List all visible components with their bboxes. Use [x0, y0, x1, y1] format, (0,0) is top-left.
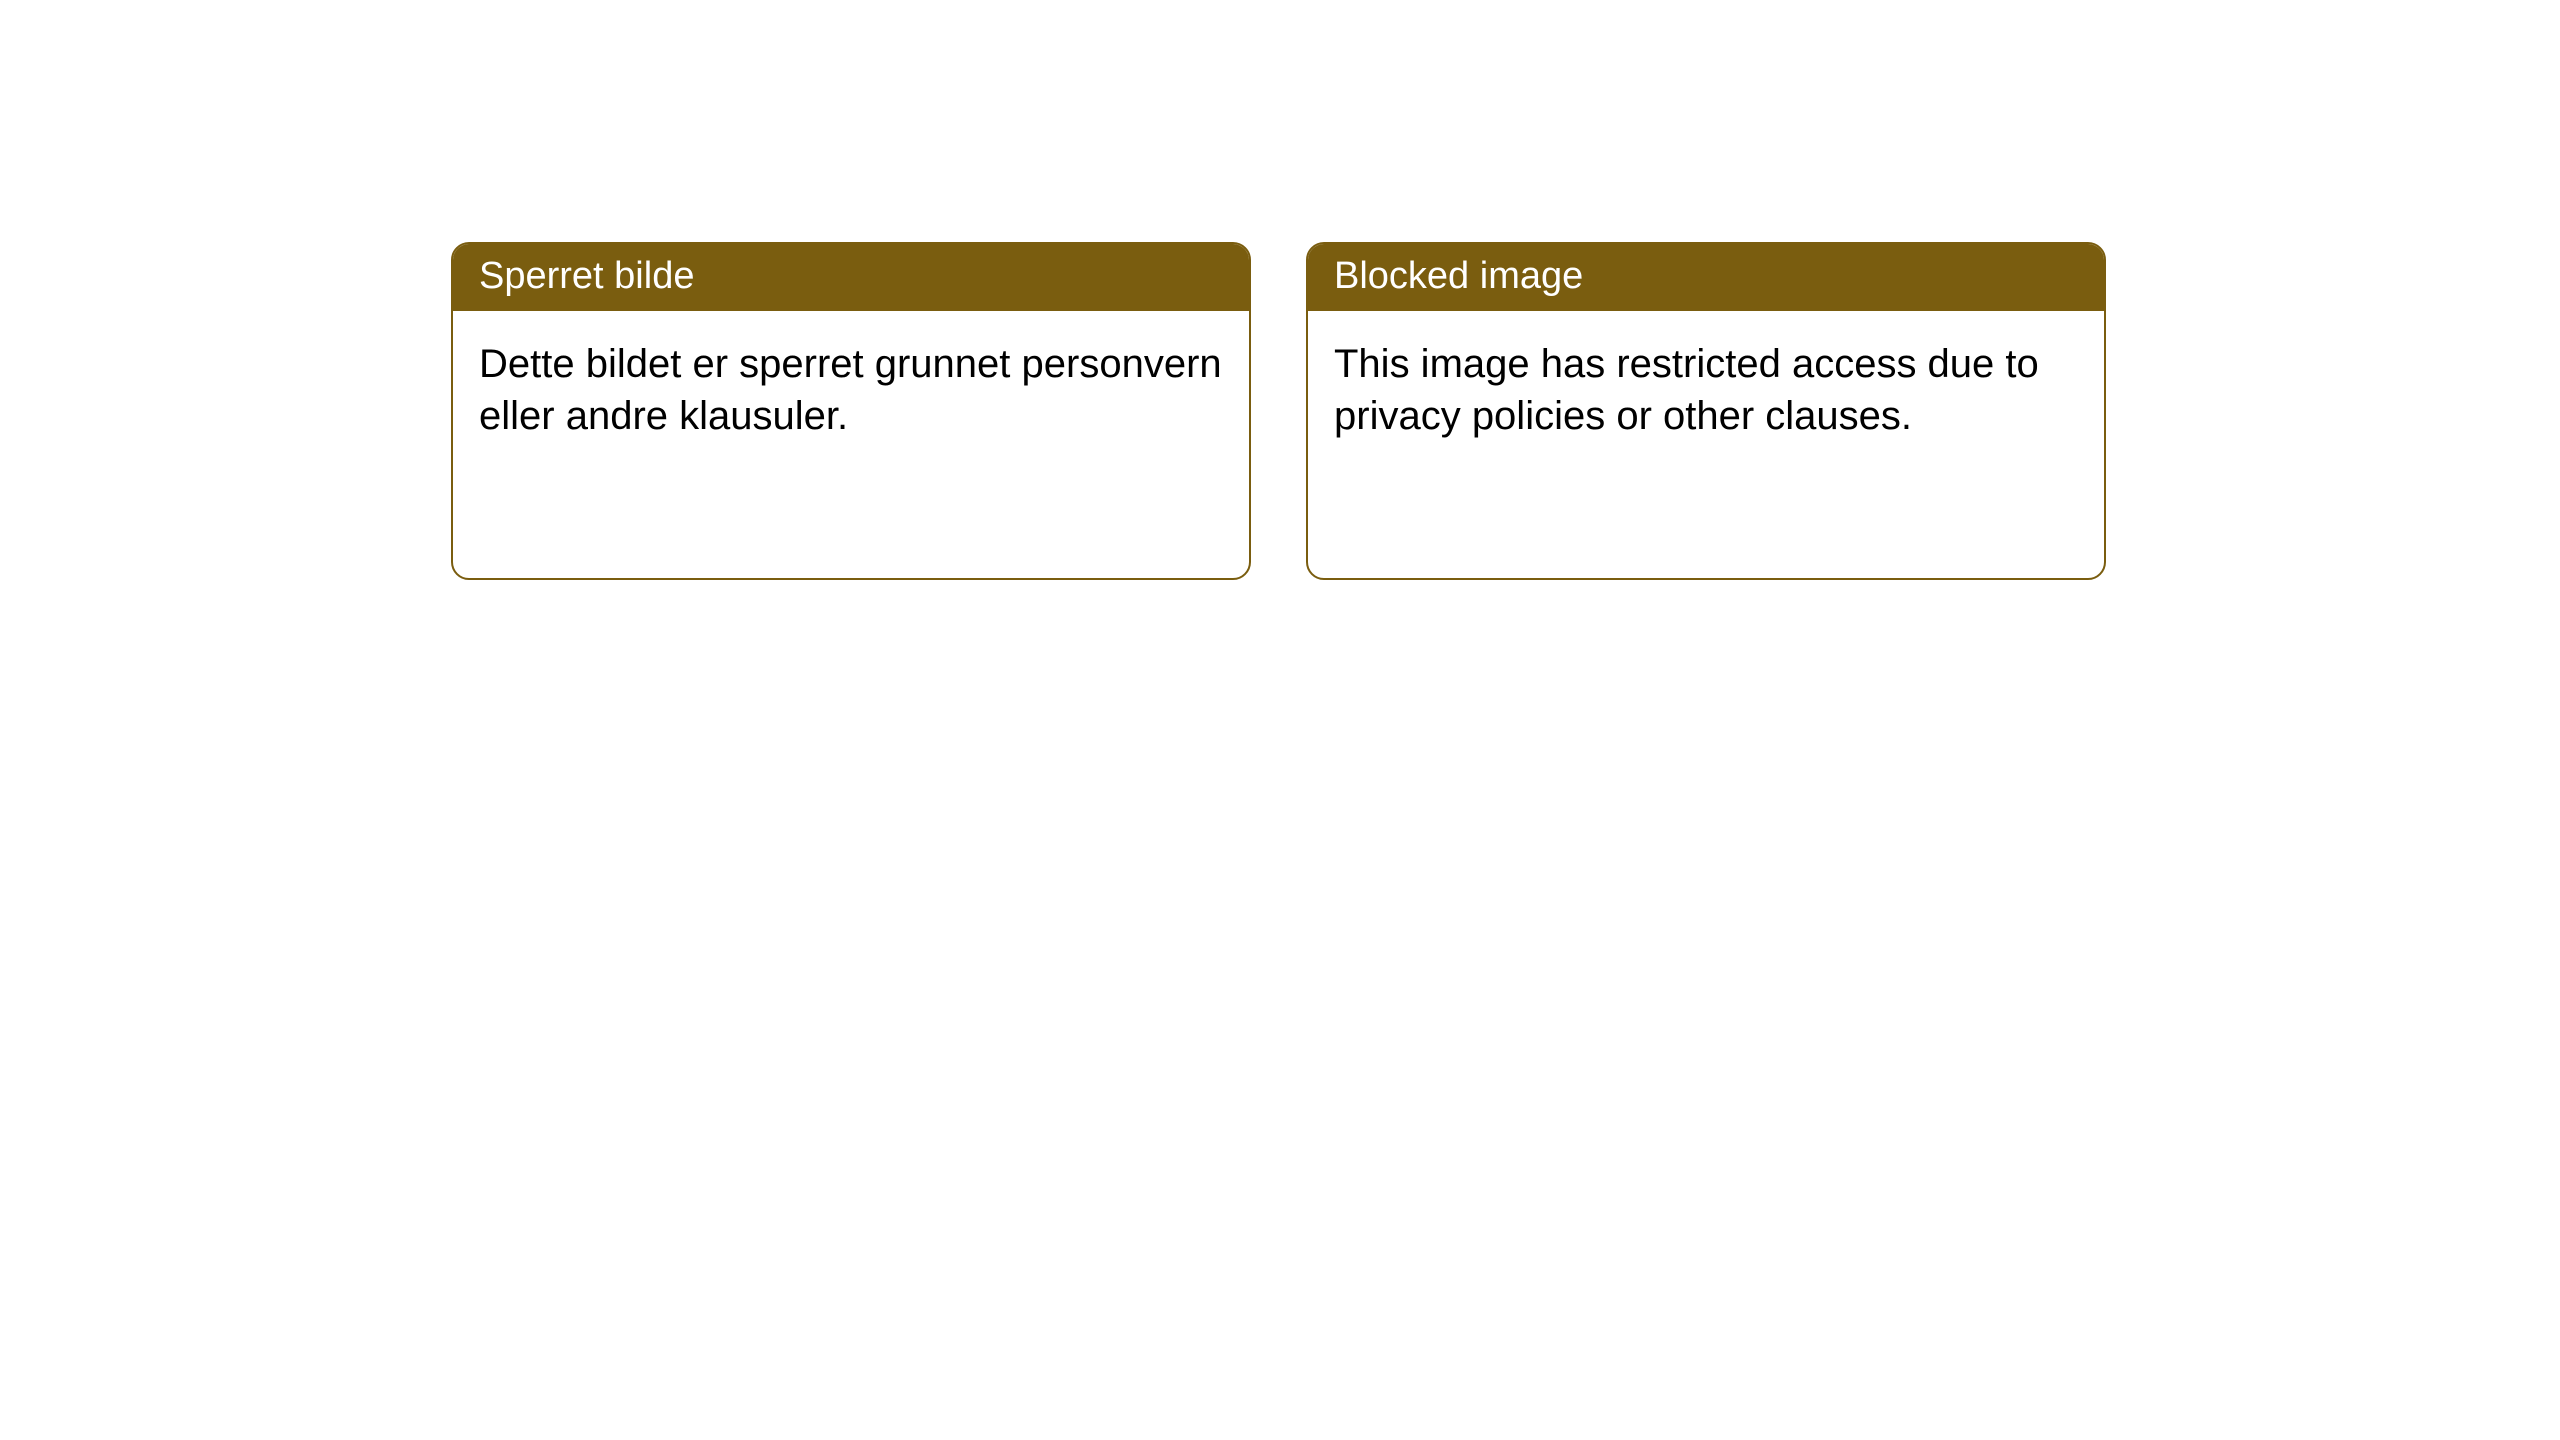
notice-card-english: Blocked image This image has restricted …: [1306, 242, 2106, 580]
card-body: This image has restricted access due to …: [1308, 311, 2104, 469]
card-header: Blocked image: [1308, 244, 2104, 311]
card-message: Dette bildet er sperret grunnet personve…: [479, 342, 1222, 437]
notice-cards-container: Sperret bilde Dette bildet er sperret gr…: [451, 242, 2106, 580]
card-title: Blocked image: [1334, 255, 1583, 297]
card-body: Dette bildet er sperret grunnet personve…: [453, 311, 1249, 469]
card-title: Sperret bilde: [479, 255, 694, 297]
card-header: Sperret bilde: [453, 244, 1249, 311]
card-message: This image has restricted access due to …: [1334, 342, 2039, 437]
notice-card-norwegian: Sperret bilde Dette bildet er sperret gr…: [451, 242, 1251, 580]
